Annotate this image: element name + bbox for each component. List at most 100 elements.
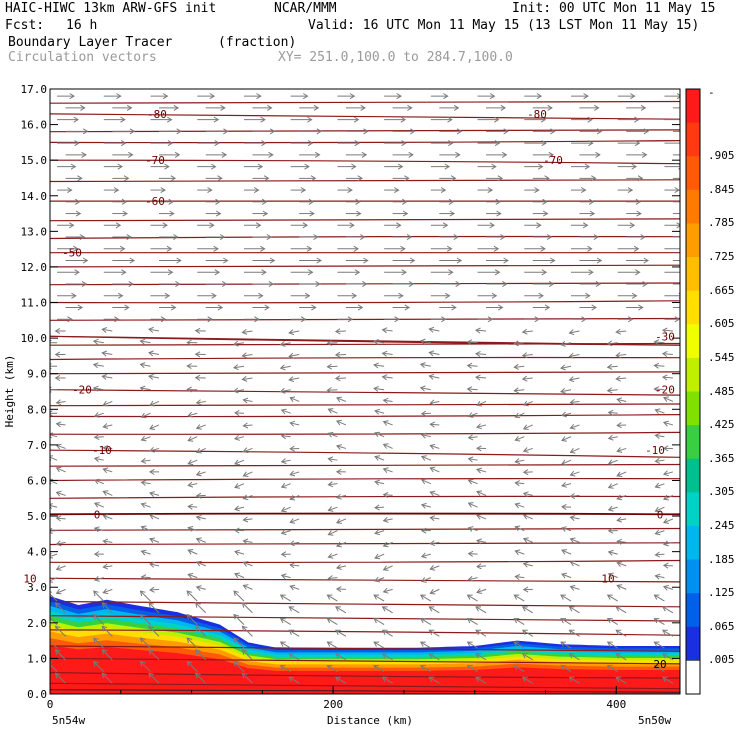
wind-vector-head bbox=[407, 104, 413, 111]
wind-vector bbox=[188, 436, 198, 442]
wind-vector-head bbox=[186, 660, 193, 667]
wind-vector bbox=[430, 491, 440, 496]
wind-vector bbox=[280, 665, 291, 673]
wind-vector-head bbox=[429, 540, 436, 547]
wind-vector-head bbox=[606, 387, 613, 394]
wind-vector-head bbox=[335, 629, 341, 636]
wind-vector-head bbox=[627, 187, 634, 194]
wind-vector-head bbox=[475, 629, 481, 636]
wind-vector bbox=[56, 541, 66, 545]
wind-vector bbox=[290, 564, 300, 567]
wind-vector-head bbox=[93, 434, 100, 441]
wind-vector-head bbox=[50, 527, 53, 534]
wind-vector-head bbox=[591, 175, 597, 182]
wind-vector-head bbox=[373, 641, 380, 647]
wind-vector bbox=[515, 412, 525, 418]
contour-labels: 10 10 0 0 -10 -10 -20 -20 -30 -50 -60 -70 -70 -80 -80 2… bbox=[23, 108, 675, 671]
wind-vector-head bbox=[347, 187, 353, 194]
wind-vector bbox=[663, 471, 674, 475]
wind-vector-head bbox=[140, 479, 147, 486]
wind-vector bbox=[335, 377, 346, 380]
wind-vector-head bbox=[288, 376, 295, 383]
wind-vector-head bbox=[280, 529, 287, 536]
wind-vector-head bbox=[633, 245, 640, 252]
wind-vector-head bbox=[643, 257, 649, 264]
wind-vector bbox=[186, 637, 198, 649]
wind-vector bbox=[421, 456, 432, 461]
wind-vector-head bbox=[640, 104, 647, 111]
wind-vector-head bbox=[409, 257, 416, 264]
wind-vector bbox=[467, 594, 478, 602]
wind-vector bbox=[467, 341, 478, 344]
wind-vector bbox=[522, 330, 533, 333]
wind-vector bbox=[149, 492, 160, 496]
wind-vector bbox=[243, 471, 253, 477]
wind-vector-head bbox=[234, 505, 240, 512]
wind-vector-head bbox=[374, 408, 381, 415]
wind-vector-head bbox=[654, 506, 661, 513]
wind-vector-head bbox=[374, 553, 381, 560]
temperature-contour-line bbox=[50, 100, 680, 104]
wind-vector-head bbox=[420, 502, 427, 509]
wind-vector-head bbox=[170, 175, 177, 182]
y-tick-label: 10.0 bbox=[21, 332, 48, 345]
wind-vector-head bbox=[186, 363, 192, 370]
wind-vector bbox=[608, 436, 618, 439]
wind-vector-head bbox=[381, 374, 388, 381]
wind-vector bbox=[94, 436, 104, 438]
contour-label: 10 bbox=[601, 572, 614, 585]
wind-vector bbox=[569, 353, 580, 357]
wind-vector bbox=[560, 641, 572, 649]
wind-vector-head bbox=[428, 653, 435, 659]
wind-vector-head bbox=[174, 151, 181, 158]
wind-vector-head bbox=[663, 518, 669, 524]
wind-vector-head bbox=[476, 490, 483, 496]
wind-vector bbox=[188, 505, 198, 508]
y-tick-label: 0.0 bbox=[27, 688, 47, 701]
wind-vector-head bbox=[195, 602, 201, 608]
wind-vector-head bbox=[307, 116, 313, 123]
wind-vector-head bbox=[313, 234, 319, 241]
wind-vector bbox=[281, 459, 291, 463]
wind-vector-head bbox=[79, 234, 86, 241]
wind-vector-head bbox=[595, 280, 602, 288]
wind-vector bbox=[195, 672, 207, 684]
wind-vector bbox=[570, 516, 580, 520]
wind-vector bbox=[327, 618, 338, 626]
contour-label: -10 bbox=[92, 444, 112, 457]
wind-vector-head bbox=[280, 433, 287, 440]
wind-vector-head bbox=[242, 397, 249, 404]
wind-vector-head bbox=[217, 304, 224, 311]
wind-vector-head bbox=[279, 387, 286, 394]
wind-vector bbox=[281, 530, 291, 534]
wind-vector bbox=[196, 494, 206, 497]
wind-vector-head bbox=[209, 222, 215, 229]
temperature-contour-line bbox=[50, 463, 680, 467]
wind-vector bbox=[607, 665, 618, 673]
wind-vector bbox=[101, 672, 113, 684]
wind-vector-head bbox=[280, 408, 287, 415]
wind-vector-head bbox=[444, 292, 451, 299]
wind-vector-head bbox=[467, 456, 474, 463]
wind-vector bbox=[94, 502, 104, 508]
wind-vector-head bbox=[326, 618, 333, 624]
wind-vector-head bbox=[149, 561, 155, 568]
wind-vector bbox=[608, 573, 618, 579]
wind-vector-head bbox=[640, 234, 646, 241]
wind-vector-head bbox=[223, 257, 229, 264]
wind-vector-head bbox=[615, 653, 622, 659]
wind-vector bbox=[149, 424, 160, 430]
colorbar-label: .545 bbox=[708, 350, 735, 364]
wind-vector-head bbox=[140, 549, 147, 556]
wind-vector-head bbox=[394, 316, 400, 323]
colorbar-swatch bbox=[686, 357, 700, 392]
wind-vector bbox=[382, 629, 393, 637]
wind-vector bbox=[148, 672, 160, 684]
wind-vector bbox=[280, 342, 291, 346]
wind-vector-head bbox=[93, 456, 100, 463]
wind-vector-head bbox=[241, 602, 248, 608]
wind-vector-head bbox=[662, 562, 669, 569]
wind-vector bbox=[328, 577, 338, 579]
wind-vector bbox=[94, 479, 104, 485]
wind-vector bbox=[242, 377, 253, 380]
